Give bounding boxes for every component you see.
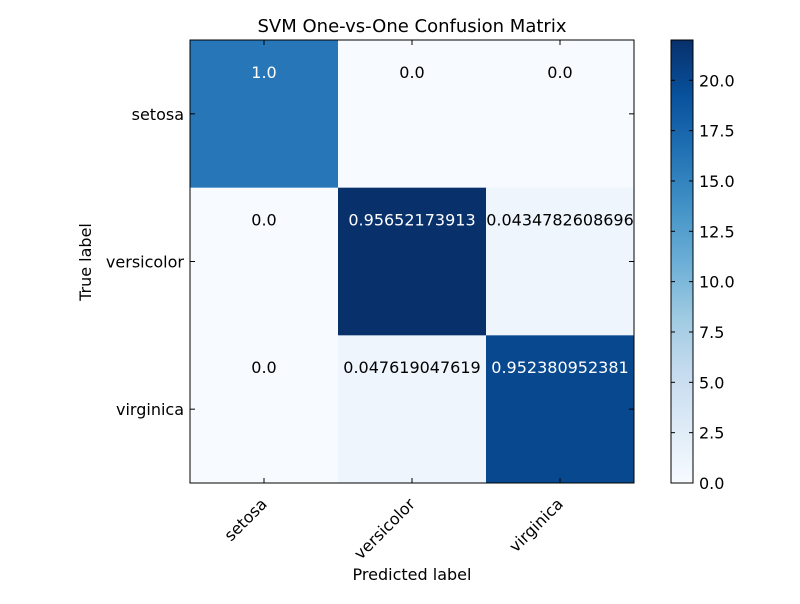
heatmap-cell-virginica-versicolor — [338, 335, 487, 484]
heatmap-cell-labels: 1.0 0.0 0.0 0.0 0.95652173913 0.0434782608696… — [251, 63, 634, 377]
cell-value-label: 0.0 — [251, 358, 276, 377]
colorbar-tick-label: 7.5 — [699, 323, 724, 342]
x-tick-label: virginica — [505, 494, 567, 556]
colorbar-tick-label: 10.0 — [699, 273, 735, 292]
cell-value-label: 0.95652173913 — [348, 211, 475, 230]
colorbar-tick-label: 2.5 — [699, 424, 724, 443]
heatmap-cell-virginica-virginica — [486, 335, 635, 484]
chart-title: SVM One-vs-One Confusion Matrix — [258, 16, 567, 37]
heatmap-cell-versicolor-virginica — [486, 187, 635, 336]
cell-value-label: 0.0 — [547, 63, 572, 82]
y-tick-label: versicolor — [106, 253, 184, 272]
y-axis-label: True label — [76, 223, 95, 302]
colorbar-tick-label: 12.5 — [699, 222, 735, 241]
colorbar-gradient — [670, 39, 694, 484]
colorbar: 0.0 2.5 5.0 7.5 10.0 12.5 15.0 17.5 20.0 — [670, 39, 735, 493]
x-tick-label: versicolor — [350, 494, 419, 563]
cell-value-label: 0.0 — [251, 211, 276, 230]
cell-value-label: 0.047619047619 — [343, 358, 480, 377]
heatmap-cell-versicolor-versicolor — [338, 187, 487, 336]
cell-value-label: 0.0 — [399, 63, 424, 82]
x-axis-label: Predicted label — [353, 565, 472, 584]
cell-value-label: 0.0434782608696 — [486, 211, 634, 230]
heatmap-cell-versicolor-setosa — [190, 187, 339, 336]
cell-value-label: 0.952380952381 — [491, 358, 628, 377]
heatmap-cell-setosa-versicolor — [338, 40, 487, 189]
colorbar-tick-label: 15.0 — [699, 172, 735, 191]
cell-value-label: 1.0 — [251, 63, 276, 82]
heatmap-cell-setosa-setosa — [190, 40, 339, 189]
heatmap-cells — [190, 40, 635, 484]
y-tick-label: setosa — [132, 105, 184, 124]
colorbar-tick-label: 5.0 — [699, 373, 724, 392]
colorbar-tick-label: 17.5 — [699, 122, 735, 141]
x-tick-label: setosa — [220, 494, 270, 544]
heatmap-cell-setosa-virginica — [486, 40, 635, 189]
y-tick-label: virginica — [116, 400, 184, 419]
colorbar-tick-label: 20.0 — [699, 71, 735, 90]
colorbar-tick-label: 0.0 — [699, 474, 724, 493]
heatmap-cell-virginica-setosa — [190, 335, 339, 484]
